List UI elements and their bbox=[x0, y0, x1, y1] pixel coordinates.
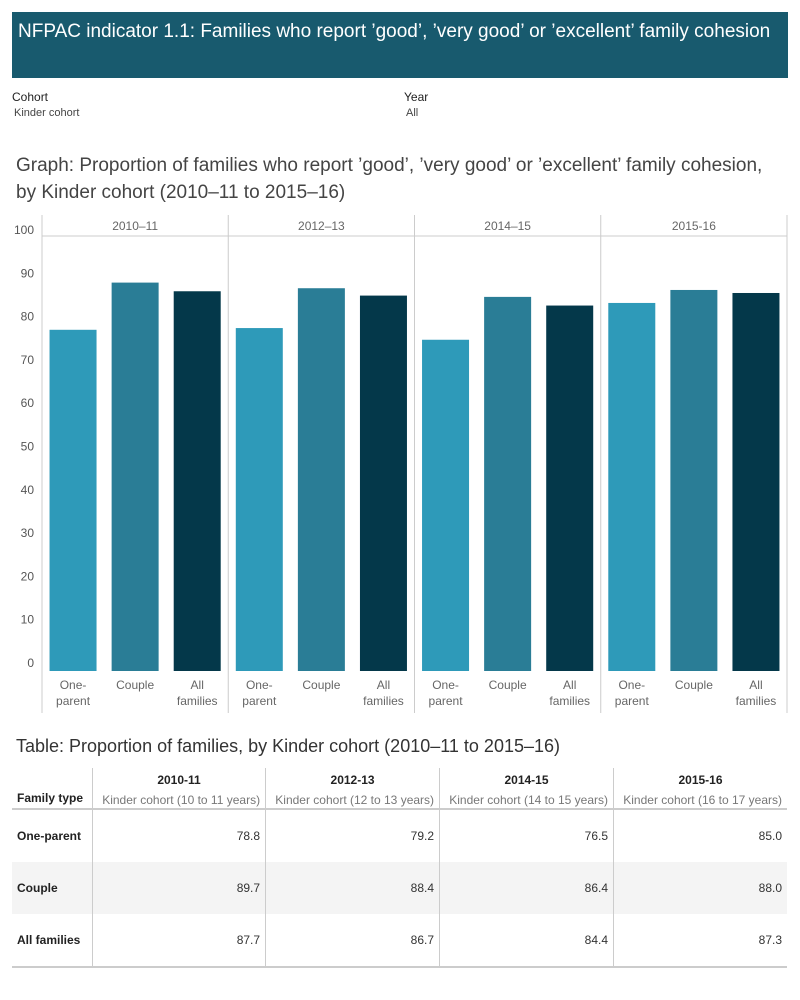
cell: 79.2 bbox=[265, 809, 440, 862]
y-tick-label: 80 bbox=[21, 310, 35, 324]
panel-header: 2010–11 bbox=[112, 219, 158, 233]
bar-one-parent bbox=[608, 302, 656, 671]
category-label: Couple bbox=[302, 678, 340, 692]
y-tick-label: 10 bbox=[21, 613, 35, 627]
bar-one-parent bbox=[422, 339, 470, 671]
row-label: All families bbox=[12, 914, 93, 968]
cell: 85.0 bbox=[613, 809, 787, 862]
table-title: Table: Proportion of families, by Kinder… bbox=[16, 736, 560, 756]
cell: 87.3 bbox=[613, 914, 787, 968]
cell: 86.7 bbox=[265, 914, 440, 968]
y-tick-label: 70 bbox=[21, 353, 35, 367]
bar-all-families bbox=[359, 295, 407, 671]
graph-title: Graph: Proportion of families who report… bbox=[16, 155, 763, 203]
data-table: Family type 2010-11 2012-13 2014-15 2015… bbox=[12, 768, 787, 968]
category-label: All bbox=[563, 678, 576, 692]
y-tick-label: 60 bbox=[21, 396, 35, 410]
year-header: 2010-11 bbox=[91, 768, 266, 792]
table-row: Couple 89.7 88.4 86.4 88.0 bbox=[12, 862, 787, 914]
category-label: All bbox=[191, 678, 204, 692]
bar-one-parent bbox=[235, 328, 283, 671]
cohort-subheader: Kinder cohort (12 to 13 years) bbox=[265, 792, 440, 810]
panel-header: 2014–15 bbox=[484, 219, 531, 233]
row-label: One-parent bbox=[17, 829, 82, 843]
panel-header: 2012–13 bbox=[298, 219, 345, 233]
category-label: Couple bbox=[116, 678, 154, 692]
bar-all-families bbox=[546, 305, 594, 671]
bar-all-families bbox=[173, 291, 221, 671]
cohort-subheader: Kinder cohort (14 to 15 years) bbox=[439, 792, 614, 810]
y-tick-label: 40 bbox=[21, 483, 35, 497]
cell: 84.4 bbox=[439, 914, 614, 968]
category-label: All bbox=[749, 678, 762, 692]
category-label: families bbox=[363, 694, 404, 708]
bar-one-parent bbox=[49, 329, 97, 671]
cell: 76.5 bbox=[439, 809, 614, 862]
category-label: One- bbox=[618, 678, 645, 692]
category-label: families bbox=[549, 694, 590, 708]
bar-couple bbox=[484, 296, 532, 671]
y-tick-label: 30 bbox=[21, 526, 35, 540]
category-label: Couple bbox=[489, 678, 527, 692]
category-label: One- bbox=[432, 678, 459, 692]
year-filter-label: Year bbox=[404, 90, 429, 104]
category-label: parent bbox=[56, 694, 91, 708]
y-tick-label: 100 bbox=[14, 223, 34, 237]
category-label: parent bbox=[429, 694, 464, 708]
bar-couple bbox=[111, 282, 159, 671]
category-label: All bbox=[377, 678, 390, 692]
family-type-header: Family type bbox=[12, 768, 93, 810]
cell: 88.4 bbox=[265, 862, 440, 914]
year-header: 2012-13 bbox=[265, 768, 440, 792]
cohort-filter[interactable]: Kinder cohort bbox=[14, 107, 80, 119]
year-header: 2015-16 bbox=[613, 768, 787, 792]
category-label: parent bbox=[615, 694, 650, 708]
year-header: 2014-15 bbox=[439, 768, 614, 792]
category-label: One- bbox=[246, 678, 273, 692]
cell: 88.0 bbox=[613, 862, 787, 914]
table-row: All families 87.7 86.7 84.4 87.3 bbox=[12, 914, 787, 968]
cell: 87.7 bbox=[91, 914, 266, 968]
cell: 78.8 bbox=[91, 809, 266, 862]
cohort-subheader: Kinder cohort (10 to 11 years) bbox=[91, 792, 266, 810]
category-label: parent bbox=[242, 694, 277, 708]
category-label: families bbox=[177, 694, 218, 708]
bar-couple bbox=[670, 289, 718, 671]
cohort-subheader: Kinder cohort (16 to 17 years) bbox=[613, 792, 787, 810]
bar-chart: 0 10 20 30 40 50 60 70 80 90 100 2010–11 One-parent C… bbox=[14, 215, 788, 713]
row-label: Couple bbox=[12, 862, 93, 914]
table-row: One-parent 78.8 79.2 76.5 85.0 bbox=[12, 809, 787, 862]
cohort-filter-label: Cohort bbox=[12, 90, 49, 104]
panel-header: 2015-16 bbox=[672, 219, 716, 233]
year-filter[interactable]: All bbox=[406, 107, 419, 119]
y-tick-label: 50 bbox=[21, 440, 35, 454]
y-tick-label: 0 bbox=[27, 656, 34, 670]
bar-all-families bbox=[732, 292, 780, 671]
cell: 86.4 bbox=[439, 862, 614, 914]
category-label: One- bbox=[60, 678, 87, 692]
page-title: NFPAC indicator 1.1: Families who report… bbox=[12, 12, 788, 78]
category-label: Couple bbox=[675, 678, 713, 692]
bar-couple bbox=[297, 288, 345, 671]
y-tick-label: 20 bbox=[21, 569, 35, 583]
cell: 89.7 bbox=[91, 862, 266, 914]
category-label: families bbox=[736, 694, 777, 708]
y-tick-label: 90 bbox=[21, 266, 35, 280]
